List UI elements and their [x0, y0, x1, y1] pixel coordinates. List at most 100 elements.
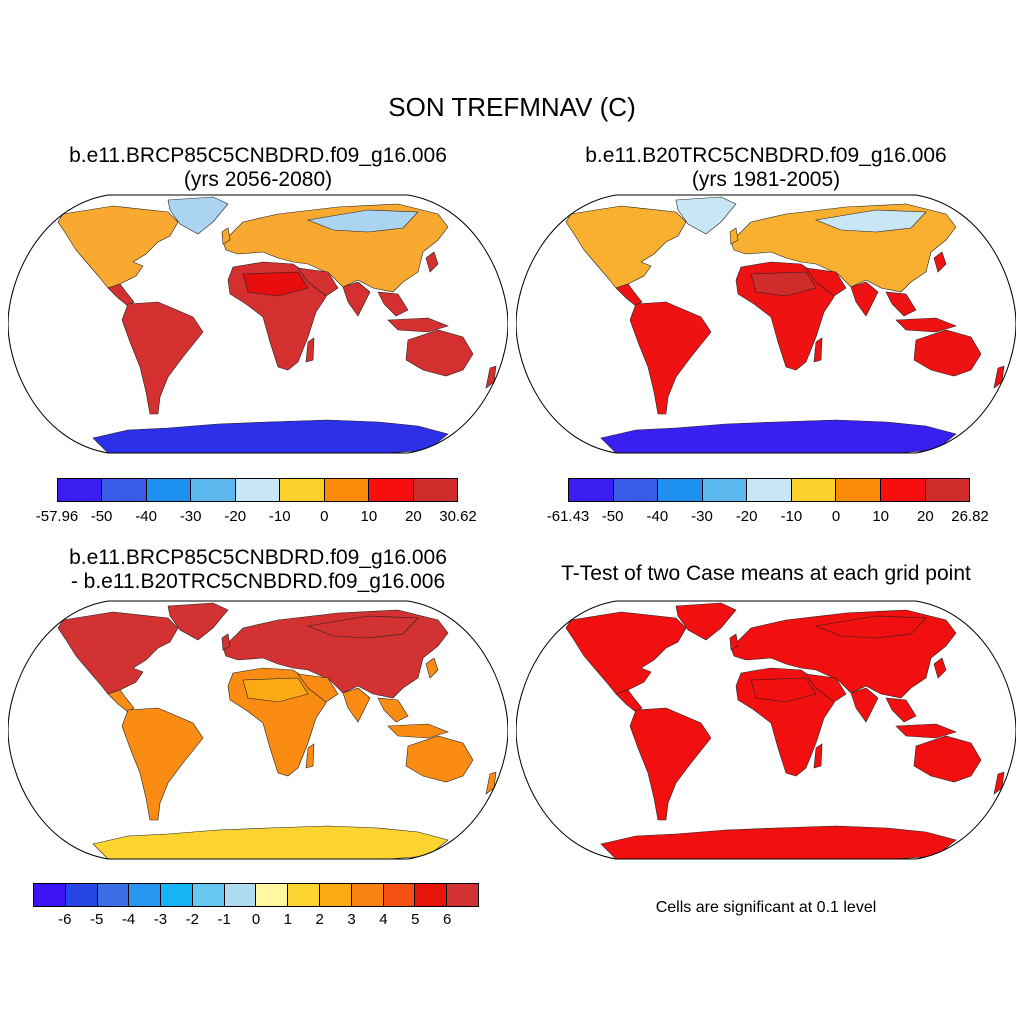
colorbar-box [747, 479, 792, 501]
antarctica-landmass [600, 419, 957, 453]
colorbar-box [324, 479, 370, 501]
madagascar-landmass [305, 743, 315, 769]
japan-landmass [933, 251, 947, 273]
southeast-asia-landmass [377, 291, 409, 317]
central-america-landmass [107, 283, 135, 307]
colorbar-tick-label: 20 [916, 508, 934, 525]
colorbar-box [65, 884, 98, 906]
siberia-landmass [814, 615, 927, 639]
colorbar-box [58, 479, 103, 501]
colorbar-tick-label: -1 [217, 911, 231, 928]
colorbar-tick-label: 30.62 [439, 508, 477, 525]
colorbar-tick-label: -30 [179, 508, 202, 525]
colorbar-historical [568, 478, 970, 502]
colorbar-tick-label: 0 [831, 508, 841, 525]
colorbar-tick-label: -61.43 [546, 508, 590, 525]
colorbar-tick-label: -20 [735, 508, 758, 525]
colorbar-tick-label: 2 [315, 911, 324, 928]
colorbar-tick-label: -4 [121, 911, 136, 928]
colorbar-tick-label: 0 [320, 508, 329, 525]
indonesia-landmass [387, 723, 449, 739]
colorbar-box [791, 479, 837, 501]
map-frame [8, 194, 508, 454]
panel4-title-line1: T-Test of two Case means at each grid po… [561, 562, 971, 585]
colorbar-tick-label: -50 [601, 508, 624, 525]
middle-east-landmass [805, 673, 847, 703]
greenland-landmass [167, 196, 229, 235]
japan-landmass [425, 251, 439, 273]
madagascar-landmass [305, 337, 315, 363]
colorbar-box [102, 479, 147, 501]
sahara-landmass [242, 677, 309, 703]
colorbar-box [925, 479, 970, 501]
colorbar-difference [33, 883, 479, 907]
india-landmass [850, 281, 879, 317]
colorbar-tick-label: -50 [90, 508, 113, 525]
colorbar-difference-labels: -6 -5 -4 -3 -2 -1 0 1 2 3 4 5 6 [33, 911, 479, 931]
panel1-title-line2: (yrs 2056-2080) [183, 168, 333, 191]
colorbar-tick-label: -3 [153, 911, 168, 928]
figure-title: SON TREFMNAV (C) [388, 92, 636, 122]
panel3-title-line1: b.e11.BRCP85C5CNBDRD.f09_g16.006 [69, 546, 447, 569]
uk-landmass [221, 633, 231, 651]
colorbar-tick-label: 10 [872, 508, 889, 525]
colorbar-tick-label: 3 [347, 911, 356, 928]
colorbar-tick-label: 1 [283, 911, 293, 928]
indonesia-landmass [895, 723, 957, 739]
colorbar-box [129, 884, 162, 906]
colorbar-tick-label: -30 [691, 508, 713, 525]
antarctica-landmass [92, 825, 449, 859]
colorbar-box [383, 884, 416, 906]
madagascar-landmass [813, 743, 823, 769]
north-america-landmass [565, 205, 687, 289]
central-america-landmass [615, 689, 643, 713]
south-america-landmass [629, 301, 712, 415]
map-frame [516, 194, 1016, 454]
colorbar-tick-label: -10 [268, 508, 291, 525]
australia-landmass [913, 735, 982, 783]
indonesia-landmass [895, 317, 957, 333]
new-zealand-landmass [485, 365, 497, 389]
colorbar-future [57, 478, 458, 502]
map-frame [516, 600, 1016, 860]
map-ttest [516, 600, 1016, 860]
colorbar-box [192, 884, 225, 906]
colorbar-historical-labels: -61.43 -50 -40 -30 -20 -10 0 10 20 26.82 [547, 508, 989, 528]
colorbar-box [288, 884, 321, 906]
central-america-landmass [107, 689, 135, 713]
map-historical [516, 194, 1016, 454]
middle-east-landmass [297, 267, 339, 297]
colorbar-box [351, 884, 384, 906]
map-future [8, 194, 508, 454]
colorbar-tick-label: 10 [360, 508, 378, 525]
sahara-landmass [242, 271, 309, 297]
colorbar-tick-label: -2 [185, 911, 199, 928]
significance-note: Cells are significant at 0.1 level [655, 899, 877, 916]
colorbar-tick-label: -5 [90, 911, 104, 928]
south-america-landmass [629, 707, 712, 821]
panel1-title: b.e11.BRCP85C5CNBDRD.f09_g16.006 (yrs 20… [8, 144, 508, 192]
colorbar-tick-label: 4 [379, 911, 388, 928]
colorbar-box [569, 479, 614, 501]
colorbar-box [658, 479, 703, 501]
new-zealand-landmass [993, 771, 1005, 795]
colorbar-box [97, 884, 130, 906]
southeast-asia-landmass [885, 697, 917, 723]
uk-landmass [729, 227, 739, 245]
siberia-landmass [306, 615, 419, 639]
greenland-landmass [167, 602, 229, 641]
colorbar-tick-label: -57.96 [35, 508, 79, 525]
middle-east-landmass [297, 673, 339, 703]
siberia-landmass [814, 209, 927, 233]
colorbar-box [191, 479, 236, 501]
indonesia-landmass [387, 317, 449, 333]
colorbar-tick-label: 20 [405, 508, 422, 525]
colorbar-box [413, 479, 457, 501]
india-landmass [342, 281, 371, 317]
colorbar-tick-label: -6 [58, 911, 72, 928]
new-zealand-landmass [485, 771, 497, 795]
greenland-landmass [675, 196, 737, 235]
colorbar-box [415, 884, 448, 906]
india-landmass [342, 687, 371, 723]
colorbar-box [369, 479, 414, 501]
